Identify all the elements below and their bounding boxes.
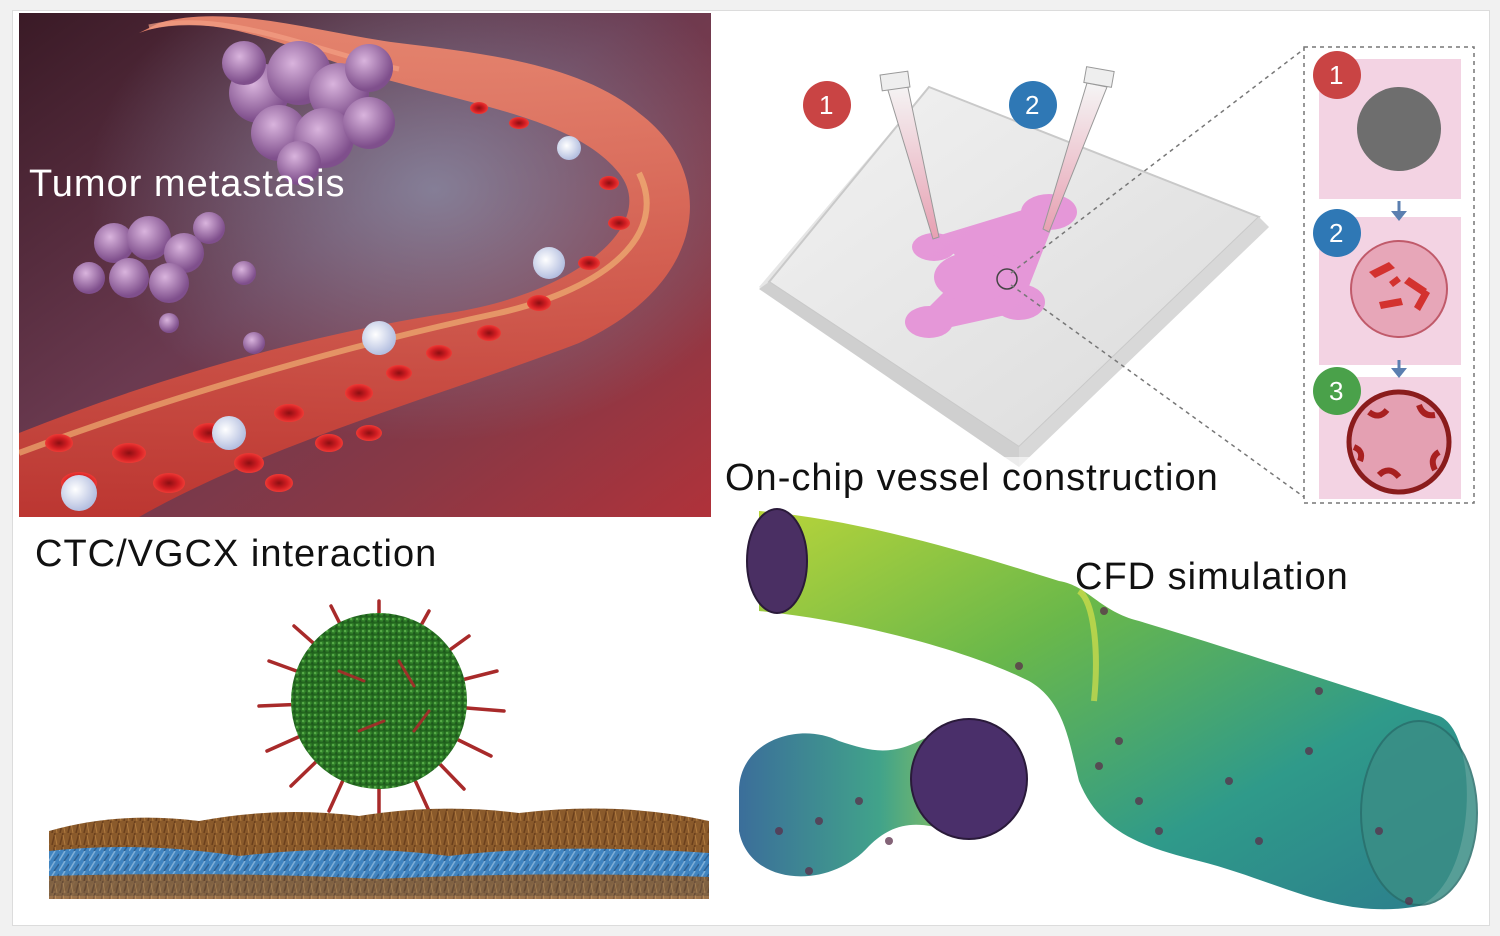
pipette-1 [879,70,940,240]
vessel-inlet-opening [746,508,808,614]
pipette-2 [1042,66,1115,233]
ctc-vgcx-panel: CTC/VGCX interaction [19,521,719,921]
step-arrow-1 [1391,201,1407,221]
white-blood-cells [61,136,581,511]
tumor-metastasis-illustration [19,13,711,517]
vessel-construction-label: On-chip vessel construction [725,457,1219,500]
tumor-metastasis-label: Tumor metastasis [29,163,346,205]
step-marker-2 [1313,209,1361,257]
step-marker-2-label: 2 [1329,218,1344,248]
pipette-marker-1 [803,81,851,129]
figure-frame: Tumor metastasis [12,10,1490,926]
step-marker-1 [1313,51,1361,99]
tumor-cluster-small [73,212,265,354]
microfluidic-chip-illustration [759,46,1475,504]
pipette-marker-2-label: 2 [1025,90,1040,120]
cfd-simulation-panel: CFD simulation [719,501,1483,921]
step-marker-3-label: 3 [1329,376,1344,406]
ctc-vgcx-label: CTC/VGCX interaction [35,533,438,575]
pipette-marker-1-label: 1 [819,90,834,120]
step-marker-3 [1313,367,1361,415]
step-marker-1-label: 1 [1329,60,1344,90]
cfd-vessel-model [739,508,1478,910]
glycocalyx-layer [49,808,709,899]
tumor-cluster-large [222,41,395,185]
vessel-main-branch [759,511,1467,910]
step-panel-3 [1319,377,1461,499]
vessel-side-opening [910,718,1028,840]
flow-particles [775,607,1413,905]
chip-channel [905,194,1077,338]
pipette-marker-2 [1009,81,1057,129]
vessel-outlet-opening [1360,720,1478,906]
cell-glycocalyx-illustration [49,599,709,899]
circulating-tumor-cell [291,613,467,789]
vessel-construction-panel: 1 2 1 2 3 On-chip vessel construction [719,27,1479,507]
cfd-simulation-label: CFD simulation [1075,556,1349,598]
tumor-metastasis-panel: Tumor metastasis [19,13,711,517]
step-arrow-2 [1391,360,1407,378]
